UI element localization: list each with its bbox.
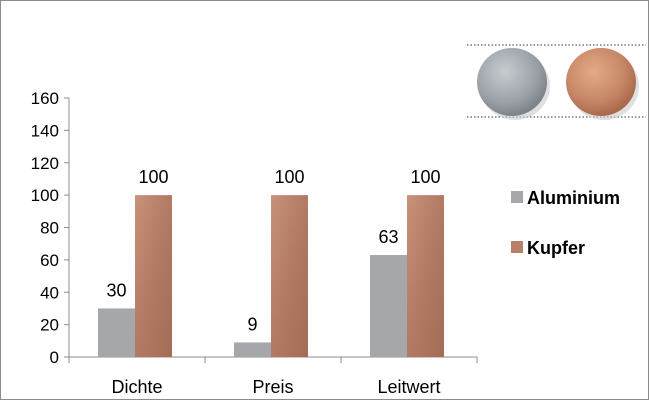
aluminium-legend-swatch [511,191,523,203]
data-label: 100 [274,167,304,187]
metal-discs [467,44,646,120]
aluminium-bar-dichte [98,308,135,357]
aluminium-disc-icon [477,48,547,116]
kupfer-bar-preis [271,195,308,357]
data-label: 63 [378,227,398,247]
y-tick-label: 140 [31,121,59,140]
aluminium-bar-leitwert [370,255,407,357]
kupfer-legend-swatch [511,241,523,253]
kupfer-legend-label: Kupfer [527,238,585,258]
y-tick-group: 0 20 40 60 80 100 120 140 160 [31,89,69,367]
y-tick-label: 160 [31,89,59,108]
y-tick-label: 0 [50,348,59,367]
y-tick-label: 20 [40,316,59,335]
bar-group [98,195,444,357]
y-tick-label: 120 [31,154,59,173]
data-label: 9 [247,314,257,334]
y-tick-label: 60 [40,251,59,270]
data-label: 30 [106,280,126,300]
kupfer-bar-dichte [135,195,172,357]
y-tick-label: 100 [31,186,59,205]
aluminium-bar-preis [234,342,271,357]
data-label-group: 30 9 63 100 100 100 [106,167,440,334]
y-tick-label: 80 [40,219,59,238]
data-label: 100 [410,167,440,187]
legend: Aluminium Kupfer [511,188,620,258]
y-tick-label: 40 [40,283,59,302]
kupfer-bar-leitwert [407,195,444,357]
category-label: Dichte [111,377,162,397]
aluminium-legend-label: Aluminium [527,188,620,208]
x-tick-group: Dichte Preis Leitwert [68,357,478,397]
copper-disc-icon [566,48,636,116]
category-label: Preis [252,377,293,397]
data-label: 100 [138,167,168,187]
category-label: Leitwert [377,377,440,397]
